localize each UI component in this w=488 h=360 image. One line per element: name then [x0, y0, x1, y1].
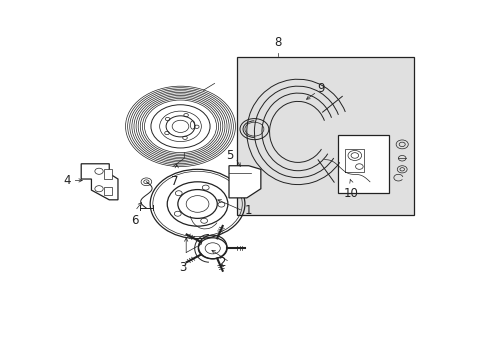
Text: 10: 10	[343, 187, 358, 201]
Text: 9: 9	[316, 82, 324, 95]
Polygon shape	[228, 166, 260, 198]
Text: 7: 7	[171, 175, 178, 188]
Polygon shape	[81, 164, 118, 200]
Text: 5: 5	[226, 149, 233, 162]
Text: 4: 4	[63, 174, 70, 187]
Bar	[104, 187, 112, 195]
Polygon shape	[237, 57, 413, 215]
Text: 2: 2	[218, 256, 225, 269]
Bar	[104, 169, 112, 179]
Text: 3: 3	[178, 261, 186, 274]
Bar	[337, 135, 388, 193]
Text: 6: 6	[131, 214, 139, 227]
Text: 1: 1	[244, 204, 252, 217]
Text: 8: 8	[274, 36, 282, 49]
